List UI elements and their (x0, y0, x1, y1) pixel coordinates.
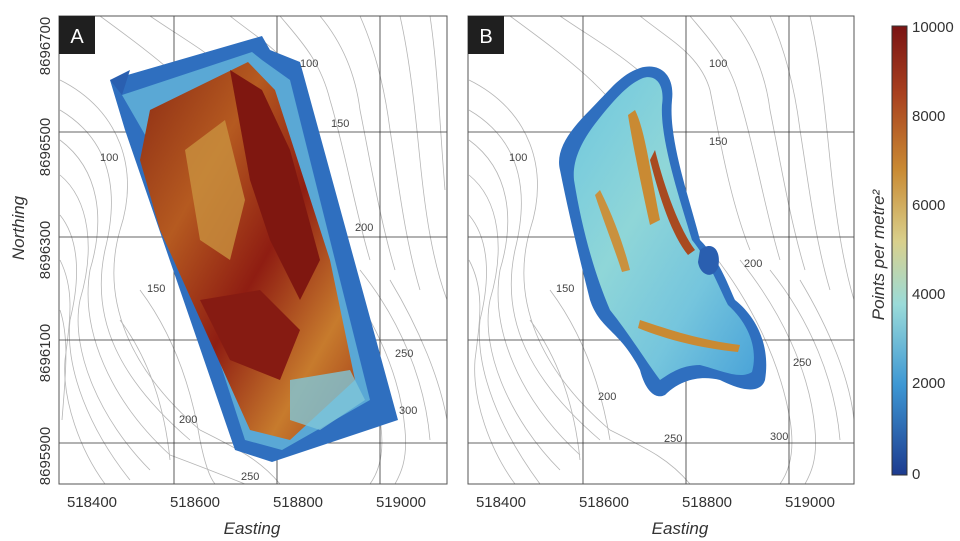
colorbar-tick-label: 2000 (912, 375, 945, 392)
y-tick-label: 8696500 (37, 118, 54, 176)
panel-a-frame (58, 15, 448, 485)
x-tick-label: 518600 (170, 494, 220, 511)
contour-label: 150 (556, 283, 574, 295)
x-tick-label: 518800 (273, 494, 323, 511)
contour-label: 100 (509, 152, 527, 164)
y-tick-label: 8695900 (37, 427, 54, 485)
panel-a-label-box (59, 16, 95, 54)
colorbar-tick-label: 6000 (912, 197, 945, 214)
contour-label: 200 (598, 391, 616, 403)
colorbar-tick-label: 8000 (912, 108, 945, 125)
x-tick-label: 519000 (376, 494, 426, 511)
contour-label: 100 (100, 152, 118, 164)
x-axis-title: Easting (652, 519, 709, 538)
panel-b-x-ticks: 518400 518600 518800 519000 (476, 494, 835, 511)
panel-a-contour-labels: 100 150 100 200 150 250 200 300 250 (100, 58, 417, 483)
colorbar-gradient (891, 25, 908, 476)
panel-b-label: B (479, 26, 492, 48)
contour-label: 300 (770, 431, 788, 443)
contour-label: 200 (744, 258, 762, 270)
panel-b: 100 150 100 200 150 250 200 250 300 B 51… (467, 15, 855, 538)
contour-label: 250 (241, 471, 259, 483)
contour-label: 100 (709, 58, 727, 70)
x-tick-label: 518400 (67, 494, 117, 511)
panel-b-contour-labels: 100 150 100 200 150 250 200 250 300 (509, 58, 811, 445)
contour-label: 200 (355, 222, 373, 234)
contour-label: 300 (399, 405, 417, 417)
colorbar: 10000 8000 6000 4000 2000 0 Points per m… (869, 19, 954, 483)
x-tick-label: 519000 (785, 494, 835, 511)
x-axis-title: Easting (224, 519, 281, 538)
panel-a-y-ticks: 8696700 8696500 8696300 8696100 8695900 (37, 17, 54, 485)
colorbar-tick-label: 0 (912, 466, 920, 483)
panel-b-label-box (468, 16, 504, 54)
colorbar-tick-label: 10000 (912, 19, 954, 36)
y-tick-label: 8696300 (37, 221, 54, 279)
panel-b-frame (467, 15, 855, 485)
x-tick-label: 518800 (682, 494, 732, 511)
contour-label: 150 (147, 283, 165, 295)
panel-b-density-raster (559, 66, 767, 397)
y-tick-label: 8696100 (37, 324, 54, 382)
contour-label: 250 (793, 357, 811, 369)
y-tick-label: 8696700 (37, 17, 54, 75)
x-tick-label: 518400 (476, 494, 526, 511)
panel-a-label: A (70, 26, 84, 48)
panel-b-contours (468, 16, 854, 484)
colorbar-title: Points per metre² (869, 188, 888, 320)
panel-a: 100 150 100 200 150 250 200 300 250 A 51… (9, 15, 448, 538)
contour-label: 150 (331, 118, 349, 130)
x-tick-label: 518600 (579, 494, 629, 511)
contour-label: 100 (300, 58, 318, 70)
contour-label: 250 (395, 348, 413, 360)
panel-a-density-raster (110, 36, 398, 462)
y-axis-title: Northing (9, 195, 28, 260)
contour-label: 250 (664, 433, 682, 445)
panel-a-x-ticks: 518400 518600 518800 519000 (67, 494, 426, 511)
contour-label: 200 (179, 414, 197, 426)
contour-label: 150 (709, 136, 727, 148)
colorbar-tick-label: 4000 (912, 286, 945, 303)
